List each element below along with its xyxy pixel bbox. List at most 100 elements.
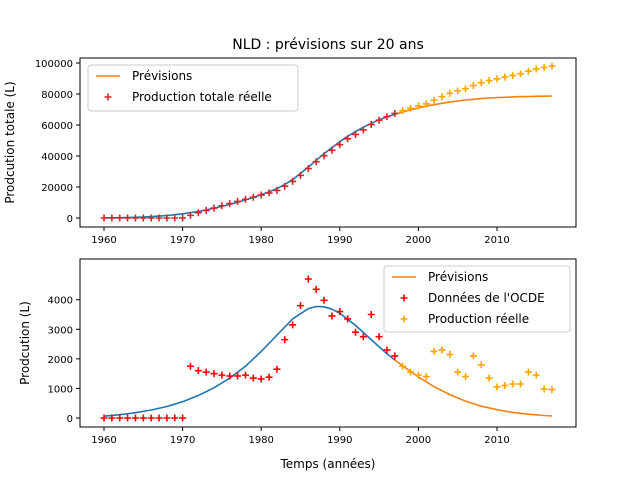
data-point	[289, 321, 297, 329]
y-tick-label: 0	[67, 214, 73, 225]
data-point	[509, 380, 517, 388]
y-tick-label: 60000	[41, 121, 73, 132]
data-point	[147, 414, 155, 422]
data-point	[218, 202, 226, 210]
data-point	[532, 371, 540, 379]
data-point	[202, 368, 210, 376]
data-point	[438, 346, 446, 354]
data-point	[171, 414, 179, 422]
data-point	[194, 209, 202, 217]
data-point	[469, 352, 477, 360]
data-point	[320, 296, 328, 304]
data-point	[509, 71, 517, 79]
data-point	[194, 367, 202, 375]
x-tick-label: 2000	[406, 235, 431, 246]
data-point	[249, 193, 257, 201]
legend: Prévisions Données de l'OCDE Production ré…	[383, 265, 571, 333]
data-point	[336, 141, 344, 149]
data-point	[281, 336, 289, 344]
y-axis-label: Prodcution totale (L)	[3, 81, 17, 203]
series-line-2	[394, 359, 553, 417]
data-point	[171, 214, 179, 222]
x-tick-label: 1980	[248, 435, 273, 446]
data-point	[540, 385, 548, 393]
data-point	[422, 373, 430, 381]
data-point	[438, 93, 446, 101]
x-tick-label: 1990	[327, 235, 352, 246]
data-point	[304, 165, 312, 173]
data-point	[155, 214, 163, 222]
data-point	[241, 371, 249, 379]
legend-label: Production totale réelle	[132, 90, 272, 104]
data-point	[100, 214, 108, 222]
legend-label: Production réelle	[428, 312, 529, 326]
chart-panel-2: 1960 1970 1980 1990 2000 2010 0 1000 2000 3000 400…	[18, 258, 577, 471]
data-point	[210, 370, 218, 378]
data-point	[344, 315, 352, 323]
data-point	[124, 214, 132, 222]
chart-title: NLD : prévisions sur 20 ans	[232, 37, 424, 53]
data-point	[296, 302, 304, 310]
data-point	[485, 374, 493, 382]
data-point	[210, 204, 218, 212]
data-point	[131, 214, 139, 222]
data-point	[155, 414, 163, 422]
data-point	[312, 285, 320, 293]
data-point	[517, 70, 525, 78]
x-tick-label: 2000	[406, 435, 431, 446]
data-point	[234, 197, 242, 205]
x-tick-label: 1960	[91, 435, 116, 446]
data-point	[139, 414, 147, 422]
data-point	[273, 186, 281, 194]
data-point	[477, 79, 485, 87]
data-point	[446, 89, 454, 97]
data-point	[477, 361, 485, 369]
legend-swatch-marker	[400, 294, 408, 302]
data-point	[367, 310, 375, 318]
x-tick-label: 1980	[248, 235, 273, 246]
series-line-1	[104, 113, 396, 219]
y-tick-label: 3000	[48, 325, 73, 336]
data-point	[163, 214, 171, 222]
x-axis-label: Temps (années)	[280, 457, 376, 471]
data-point	[257, 375, 265, 383]
data-point	[179, 214, 187, 222]
legend-swatch-marker	[104, 93, 112, 101]
data-point	[399, 107, 407, 115]
x-tick-label: 2010	[484, 435, 509, 446]
data-point	[328, 146, 336, 154]
legend-swatch-marker	[400, 315, 408, 323]
legend-box	[87, 64, 299, 112]
y-tick-label: 2000	[48, 355, 73, 366]
data-point	[116, 414, 124, 422]
data-point	[383, 113, 391, 121]
data-point	[407, 104, 415, 112]
data-point	[414, 371, 422, 379]
legend: Prévisions Production totale réelle	[87, 64, 299, 112]
data-point	[524, 368, 532, 376]
x-tick-label: 2010	[484, 235, 509, 246]
data-point	[454, 87, 462, 95]
data-point	[399, 362, 407, 370]
data-point	[375, 116, 383, 124]
data-point	[391, 352, 399, 360]
data-point	[430, 347, 438, 355]
data-point	[108, 214, 116, 222]
data-point	[234, 372, 242, 380]
y-tick-label: 100000	[35, 59, 73, 70]
axes-frame	[79, 258, 577, 428]
legend-label: Prévisions	[428, 270, 488, 284]
y-tick-label: 40000	[41, 152, 73, 163]
data-point	[320, 152, 328, 160]
data-point	[359, 333, 367, 341]
data-point	[485, 77, 493, 85]
data-point	[375, 333, 383, 341]
data-point	[391, 109, 399, 117]
data-point	[414, 102, 422, 110]
data-point	[517, 380, 525, 388]
data-point	[116, 214, 124, 222]
data-point	[249, 374, 257, 382]
legend-box	[383, 265, 571, 333]
data-point	[548, 386, 556, 394]
data-point	[179, 414, 187, 422]
